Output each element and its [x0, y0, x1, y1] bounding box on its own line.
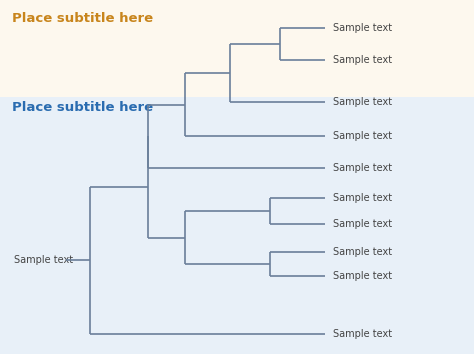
Text: Place subtitle here: Place subtitle here — [12, 101, 153, 114]
Text: Sample text: Sample text — [333, 271, 392, 281]
Text: Sample text: Sample text — [14, 256, 73, 266]
Text: Sample text: Sample text — [333, 55, 392, 65]
Text: Sample text: Sample text — [333, 219, 392, 229]
Text: Sample text: Sample text — [333, 97, 392, 107]
Text: Sample text: Sample text — [333, 193, 392, 203]
Bar — [0, 97, 474, 354]
Bar — [0, 0, 474, 97]
Text: Sample text: Sample text — [333, 23, 392, 33]
Text: Sample text: Sample text — [333, 163, 392, 173]
Text: Place subtitle here: Place subtitle here — [12, 12, 153, 25]
Text: Sample text: Sample text — [333, 247, 392, 257]
Text: Sample text: Sample text — [333, 131, 392, 141]
Text: Sample text: Sample text — [333, 329, 392, 339]
